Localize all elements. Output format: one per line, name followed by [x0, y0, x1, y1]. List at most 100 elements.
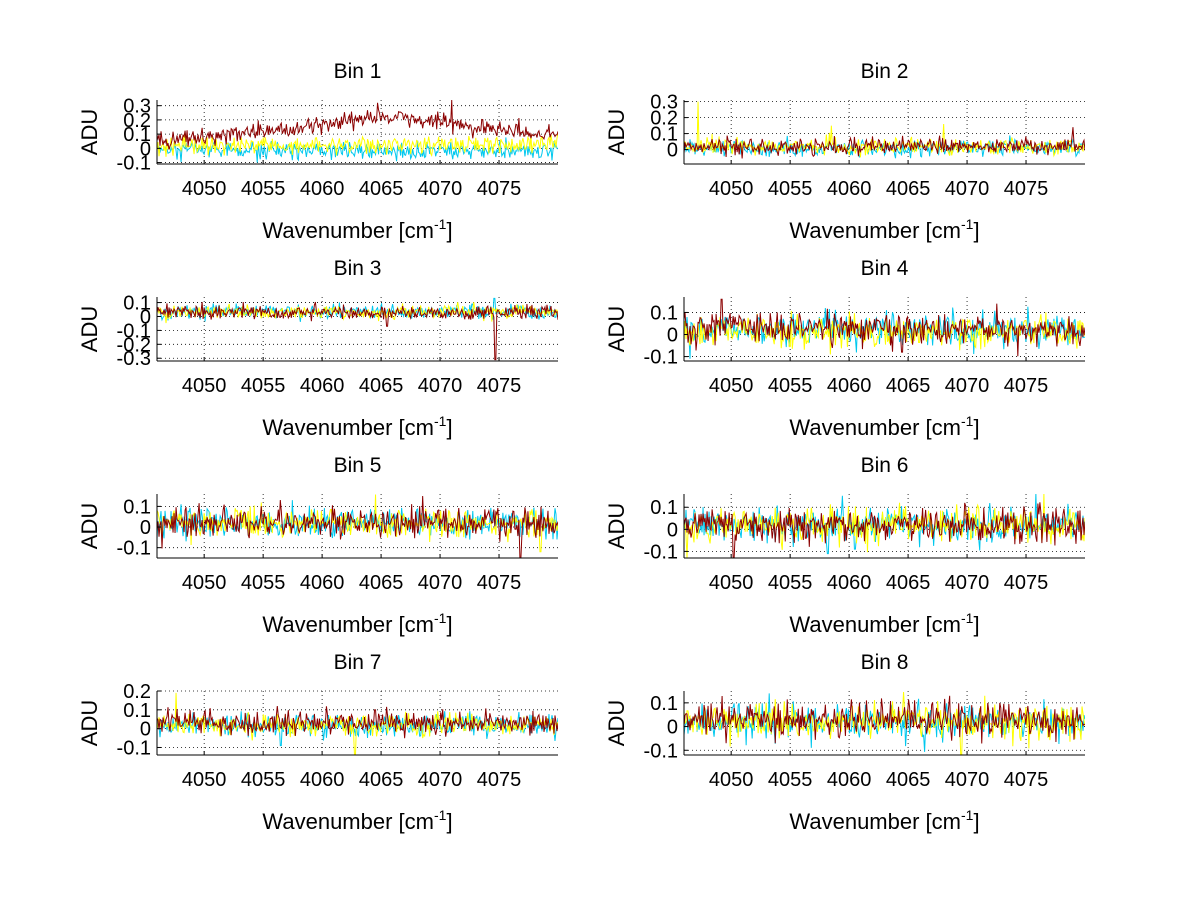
x-tick-label: 4055	[768, 178, 813, 200]
x-tick-label: 4055	[241, 178, 286, 200]
x-tick-label: 4060	[827, 769, 872, 791]
y-tick-label: 0.1	[650, 693, 678, 715]
x-axis-label: Wavenumber [cm-1]	[789, 413, 979, 440]
series-line-3	[157, 705, 558, 739]
y-tick-label: 0.1	[650, 124, 678, 146]
y-tick-label: 0.2	[123, 681, 151, 703]
y-tick-label: 0	[667, 717, 678, 739]
subplot-bin-8: 4050 4055 4060 4065 4070 4075 -0.100.1 Bin 8 Wav…	[604, 651, 1085, 834]
x-tick-label: 4050	[709, 769, 754, 791]
y-tick-label: -0.1	[644, 740, 678, 762]
x-tick-label: 4060	[827, 178, 872, 200]
y-axis-label: ADU	[604, 306, 629, 352]
subplot-title: Bin 7	[334, 651, 382, 674]
y-tick-label: -0.1	[117, 153, 151, 175]
x-tick-label: 4055	[768, 375, 813, 397]
subplot-bin-1: 4050 4055 4060 4065 4070 4075 -0.100.10.20.3 Bi…	[77, 60, 558, 243]
y-axis-label: ADU	[77, 700, 102, 746]
x-tick-label: 4070	[945, 572, 990, 594]
series-line-1	[684, 135, 1085, 159]
y-tick-label: 0.2	[650, 108, 678, 130]
subplot-bin-2: 4050 4055 4060 4065 4070 4075 00.10.20.3 Bin 2 W…	[604, 60, 1085, 243]
y-axis-label: ADU	[77, 503, 102, 549]
y-tick-label: 0	[140, 517, 151, 539]
subplot-bin-6: 4050 4055 4060 4065 4070 4075 -0.100.1 Bin 6 Wav…	[604, 454, 1085, 637]
y-tick-label: 0.1	[123, 700, 151, 722]
y-tick-label: 0	[667, 325, 678, 347]
x-tick-label: 4075	[477, 769, 522, 791]
subplot-title: Bin 1	[334, 60, 382, 83]
x-tick-label: 4065	[359, 178, 404, 200]
y-tick-label: 0.3	[650, 92, 678, 114]
x-axis-label: Wavenumber [cm-1]	[789, 216, 979, 243]
x-tick-label: 4075	[477, 572, 522, 594]
x-tick-label: 4060	[300, 178, 345, 200]
x-tick-label: 4055	[241, 572, 286, 594]
x-tick-label: 4070	[945, 178, 990, 200]
y-tick-label: 0	[667, 140, 678, 162]
x-tick-label: 4065	[359, 375, 404, 397]
y-tick-label: 0	[140, 306, 151, 328]
series-line-3	[157, 301, 558, 361]
x-tick-label: 4055	[241, 769, 286, 791]
x-tick-label: 4065	[886, 178, 931, 200]
x-tick-label: 4065	[886, 375, 931, 397]
y-axis-label: ADU	[77, 109, 102, 155]
y-axis-label: ADU	[604, 700, 629, 746]
subplot-title: Bin 4	[861, 257, 909, 280]
subplot-title: Bin 8	[861, 651, 909, 674]
x-tick-label: 4055	[768, 769, 813, 791]
x-tick-label: 4075	[477, 178, 522, 200]
subplot-title: Bin 3	[334, 257, 382, 280]
y-axis-label: ADU	[77, 306, 102, 352]
subplot-bin-3: 4050 4055 4060 4065 4070 4075 -0.3-0.2-0.100.1…	[77, 257, 558, 440]
x-tick-label: 4060	[300, 572, 345, 594]
y-tick-label: 0.1	[123, 124, 151, 146]
y-tick-label: -0.1	[117, 538, 151, 560]
y-tick-label: 0.2	[123, 110, 151, 132]
x-tick-label: 4070	[945, 375, 990, 397]
x-tick-label: 4050	[182, 769, 227, 791]
x-tick-label: 4075	[1004, 769, 1049, 791]
x-axis-label: Wavenumber [cm-1]	[789, 807, 979, 834]
x-tick-label: 4070	[418, 769, 463, 791]
x-tick-label: 4070	[945, 769, 990, 791]
x-tick-label: 4060	[827, 572, 872, 594]
subplot-title: Bin 2	[861, 60, 909, 83]
series-line-3	[684, 298, 1085, 357]
x-axis-label: Wavenumber [cm-1]	[262, 413, 452, 440]
x-tick-label: 4050	[182, 375, 227, 397]
x-tick-label: 4050	[182, 572, 227, 594]
y-tick-label: 0	[140, 719, 151, 741]
x-tick-label: 4075	[1004, 572, 1049, 594]
x-tick-label: 4050	[709, 572, 754, 594]
y-tick-label: 0	[140, 138, 151, 160]
subplot-bin-4: 4050 4055 4060 4065 4070 4075 -0.100.1 Bin 4 Wav…	[604, 257, 1085, 440]
x-tick-label: 4060	[300, 769, 345, 791]
x-tick-label: 4055	[768, 572, 813, 594]
x-tick-label: 4050	[709, 178, 754, 200]
y-tick-label: 0.1	[650, 302, 678, 324]
subplot-title: Bin 6	[861, 454, 909, 477]
x-tick-label: 4060	[827, 375, 872, 397]
x-tick-label: 4065	[359, 769, 404, 791]
y-tick-label: -0.1	[117, 737, 151, 759]
x-tick-label: 4065	[886, 572, 931, 594]
y-tick-label: 0.1	[650, 497, 678, 519]
y-tick-label: -0.2	[117, 334, 151, 356]
subplot-bin-7: 4050 4055 4060 4065 4070 4075 -0.100.10.2 Bin 7…	[77, 651, 558, 834]
y-axis-label: ADU	[604, 109, 629, 155]
x-tick-label: 4070	[418, 178, 463, 200]
series-line-3	[157, 496, 558, 558]
series-line-3	[157, 100, 558, 150]
x-axis-label: Wavenumber [cm-1]	[262, 216, 452, 243]
x-tick-label: 4075	[1004, 375, 1049, 397]
y-axis-label: ADU	[604, 503, 629, 549]
y-tick-label: -0.1	[644, 347, 678, 369]
x-tick-label: 4070	[418, 572, 463, 594]
x-tick-label: 4055	[241, 375, 286, 397]
y-tick-label: -0.1	[117, 320, 151, 342]
x-tick-label: 4065	[886, 769, 931, 791]
y-tick-label: 0.3	[123, 96, 151, 118]
